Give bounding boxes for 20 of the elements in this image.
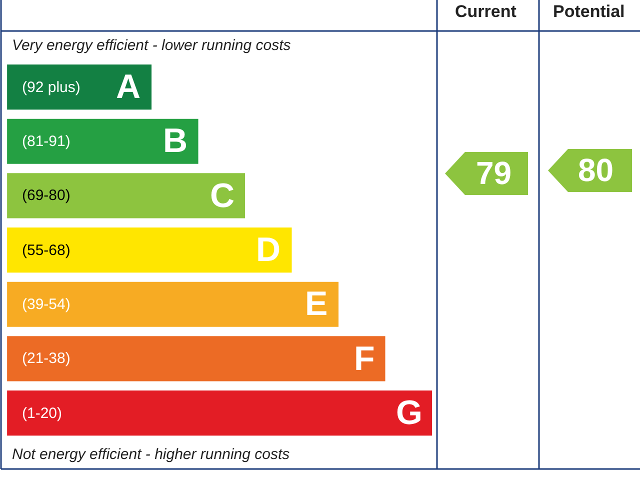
bar bbox=[7, 64, 152, 110]
bar bbox=[7, 336, 386, 382]
text: Current bbox=[455, 2, 517, 21]
category-label: (1-20) G bbox=[22, 394, 422, 432]
category-label: (39-54) E bbox=[22, 285, 328, 323]
category-label: (21-38) F bbox=[22, 340, 375, 378]
category-label: (81-91) B bbox=[22, 122, 188, 160]
category-label: (92 plus) A bbox=[22, 68, 141, 106]
bar bbox=[7, 173, 246, 218]
bar bbox=[7, 282, 339, 327]
text: Not energy efficient - higher running costs bbox=[12, 446, 290, 463]
bar bbox=[7, 390, 432, 436]
bar bbox=[7, 118, 198, 164]
text: Very energy efficient - lower running costs bbox=[12, 37, 292, 54]
text: Potential bbox=[553, 2, 625, 21]
text: 79 bbox=[476, 155, 512, 191]
bar bbox=[7, 227, 292, 273]
category-label: (69-80) C bbox=[22, 177, 235, 215]
category-label: (55-68) D bbox=[22, 231, 281, 269]
text: 80 bbox=[578, 152, 614, 188]
